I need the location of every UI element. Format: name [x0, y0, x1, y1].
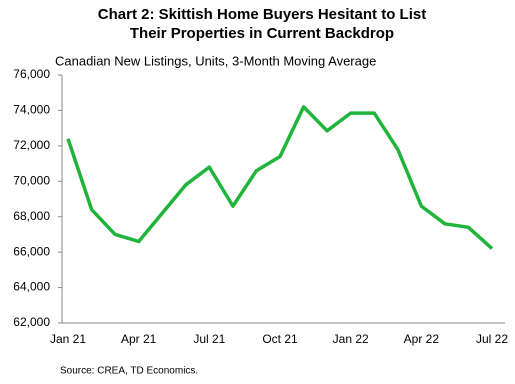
y-tick-label: 64,000 [13, 280, 50, 294]
chart-title: Their Properties in Current Backdrop [130, 25, 394, 42]
y-tick-label: 66,000 [13, 244, 50, 258]
chart-subtitle: Canadian New Listings, Units, 3-Month Mo… [55, 53, 376, 68]
x-tick-label: Oct 21 [262, 332, 298, 346]
y-tick-label: 76,000 [13, 67, 50, 81]
x-tick-label: Jan 21 [50, 332, 86, 346]
y-tick-label: 62,000 [13, 315, 50, 329]
y-tick-label: 70,000 [13, 173, 50, 187]
data-line [66, 105, 494, 250]
x-tick-label: Jan 22 [333, 332, 369, 346]
x-tick-label: Apr 22 [404, 332, 440, 346]
x-tick-label: Apr 21 [121, 332, 157, 346]
source-note: Source: CREA, TD Economics. [60, 366, 198, 377]
y-tick-label: 68,000 [13, 209, 50, 223]
y-tick-label: 74,000 [13, 103, 50, 117]
x-tick-label: Jul 22 [476, 332, 508, 346]
x-tick-label: Jul 21 [193, 332, 225, 346]
chart-title: Chart 2: Skittish Home Buyers Hesitant t… [98, 6, 426, 23]
y-tick-label: 72,000 [13, 138, 50, 152]
